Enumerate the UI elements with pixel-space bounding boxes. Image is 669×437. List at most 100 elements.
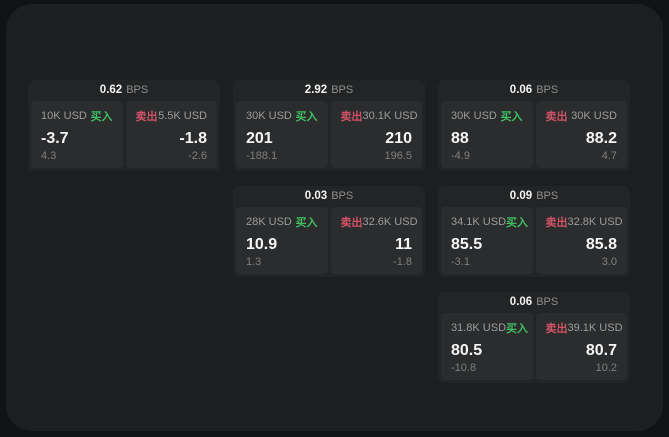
sell-notional: 32.8K USD [567,216,623,228]
buy-sub-value: 4.3 [41,150,57,162]
quote-card[interactable]: 0.06 BPS 30K USD 买入 88 -4.9 卖出 30K USD 88… [438,80,630,171]
bps-unit-label: BPS [536,296,559,308]
sell-price: 11 [395,236,412,253]
buy-price: 201 [246,130,273,147]
quote-panels: 28K USD 买入 10.9 1.3 卖出 32.6K USD 11 -1.8 [236,207,422,274]
buy-notional: 31.8K USD [451,322,507,334]
buy-sub-value: -188.1 [246,150,278,162]
sell-panel[interactable]: 卖出 32.6K USD 11 -1.8 [330,207,422,274]
buy-notional: 28K USD [246,216,292,228]
card-header: 0.62 BPS [31,80,217,101]
sell-panel[interactable]: 卖出 30K USD 88.2 4.7 [535,101,627,168]
buy-sub-value: 1.3 [246,256,262,268]
sell-panel-top: 卖出 30.1K USD [340,108,418,124]
bps-unit-label: BPS [536,190,559,202]
sell-side-label: 卖出 [545,111,568,123]
card-header: 0.09 BPS [441,186,627,207]
buy-panel[interactable]: 31.8K USD 买入 80.5 -10.8 [441,313,533,380]
buy-panel-top: 10K USD 买入 [41,108,113,124]
sell-notional: 39.1K USD [567,322,623,334]
quote-card[interactable]: 0.06 BPS 31.8K USD 买入 80.5 -10.8 卖出 39.1K… [438,292,630,383]
sell-panel-top: 卖出 5.5K USD [136,108,208,124]
buy-panel-top: 30K USD 买入 [451,108,523,124]
sell-panel-top: 卖出 39.1K USD [545,320,623,336]
sell-panel[interactable]: 卖出 32.8K USD 85.8 3.0 [535,207,627,274]
buy-side-label: 买入 [295,217,318,229]
sell-sub-value: 3.0 [601,256,617,268]
sell-side-label: 卖出 [340,217,363,229]
bps-value: 0.06 [509,296,533,308]
buy-panel[interactable]: 10K USD 买入 -3.7 4.3 [31,101,123,168]
quote-card[interactable]: 2.92 BPS 30K USD 买入 201 -188.1 卖出 30.1K U… [233,80,425,171]
buy-panel[interactable]: 30K USD 买入 88 -4.9 [441,101,533,168]
sell-price: -1.8 [179,130,207,147]
buy-price: 88 [451,130,469,147]
quote-card[interactable]: 0.09 BPS 34.1K USD 买入 85.5 -3.1 卖出 32.8K … [438,186,630,277]
buy-notional: 10K USD [41,110,87,122]
sell-panel-top: 卖出 30K USD [546,108,618,124]
buy-side-label: 买入 [90,111,113,123]
buy-price: 10.9 [246,236,278,253]
sell-sub-value: -1.8 [393,256,412,268]
buy-panel-top: 30K USD 买入 [246,108,318,124]
bps-unit-label: BPS [536,84,559,96]
sell-notional: 30K USD [571,110,617,122]
buy-notional: 30K USD [246,110,292,122]
bps-value: 0.62 [99,84,123,96]
sell-panel-top: 卖出 32.8K USD [545,214,623,230]
sell-notional: 30.1K USD [362,110,418,122]
cards-grid: 0.62 BPS 10K USD 买入 -3.7 4.3 卖出 5.5K USD … [28,80,630,383]
buy-panel-top: 34.1K USD 买入 [451,214,528,230]
sell-price: 80.7 [585,342,617,359]
sell-sub-value: 4.7 [601,150,617,162]
buy-side-label: 买入 [506,323,529,335]
buy-notional: 34.1K USD [451,216,507,228]
card-header: 2.92 BPS [236,80,422,101]
buy-sub-value: -4.9 [451,150,470,162]
quote-card[interactable]: 0.62 BPS 10K USD 买入 -3.7 4.3 卖出 5.5K USD … [28,80,220,171]
sell-panel[interactable]: 卖出 39.1K USD 80.7 10.2 [535,313,627,380]
card-header: 0.06 BPS [441,292,627,313]
sell-side-label: 卖出 [135,111,158,123]
buy-panel[interactable]: 28K USD 买入 10.9 1.3 [236,207,328,274]
bps-value: 0.06 [509,84,533,96]
bps-unit-label: BPS [126,84,149,96]
card-header: 0.03 BPS [236,186,422,207]
buy-price: -3.7 [41,130,69,147]
quote-panels: 31.8K USD 买入 80.5 -10.8 卖出 39.1K USD 80.… [441,313,627,380]
sell-price: 88.2 [585,130,617,147]
sell-panel-top: 卖出 32.6K USD [340,214,418,230]
quote-panels: 30K USD 买入 88 -4.9 卖出 30K USD 88.2 4.7 [441,101,627,168]
buy-price: 80.5 [451,342,483,359]
sell-price: 85.8 [585,236,617,253]
buy-side-label: 买入 [500,111,523,123]
buy-side-label: 买入 [506,217,529,229]
quote-card[interactable]: 0.03 BPS 28K USD 买入 10.9 1.3 卖出 32.6K USD… [233,186,425,277]
buy-sub-value: -3.1 [451,256,470,268]
buy-panel-top: 28K USD 买入 [246,214,318,230]
bps-value: 0.09 [509,190,533,202]
buy-panel-top: 31.8K USD 买入 [451,320,528,336]
sell-panel[interactable]: 卖出 30.1K USD 210 196.5 [330,101,422,168]
card-header: 0.06 BPS [441,80,627,101]
sell-side-label: 卖出 [545,217,568,229]
buy-side-label: 买入 [295,111,318,123]
sell-notional: 5.5K USD [158,110,207,122]
bps-value: 0.03 [304,190,328,202]
buy-panel[interactable]: 30K USD 买入 201 -188.1 [236,101,328,168]
sell-panel[interactable]: 卖出 5.5K USD -1.8 -2.6 [125,101,217,168]
sell-side-label: 卖出 [545,323,568,335]
buy-notional: 30K USD [451,110,497,122]
quote-panels: 10K USD 买入 -3.7 4.3 卖出 5.5K USD -1.8 -2.… [31,101,217,168]
buy-price: 85.5 [451,236,483,253]
buy-sub-value: -10.8 [451,362,477,374]
sell-price: 210 [385,130,412,147]
sell-sub-value: 10.2 [595,362,617,374]
bps-value: 2.92 [304,84,328,96]
bps-unit-label: BPS [331,190,354,202]
sell-sub-value: 196.5 [384,150,412,162]
buy-panel[interactable]: 34.1K USD 买入 85.5 -3.1 [441,207,533,274]
sell-notional: 32.6K USD [362,216,418,228]
sell-side-label: 卖出 [340,111,363,123]
quote-panels: 34.1K USD 买入 85.5 -3.1 卖出 32.8K USD 85.8… [441,207,627,274]
